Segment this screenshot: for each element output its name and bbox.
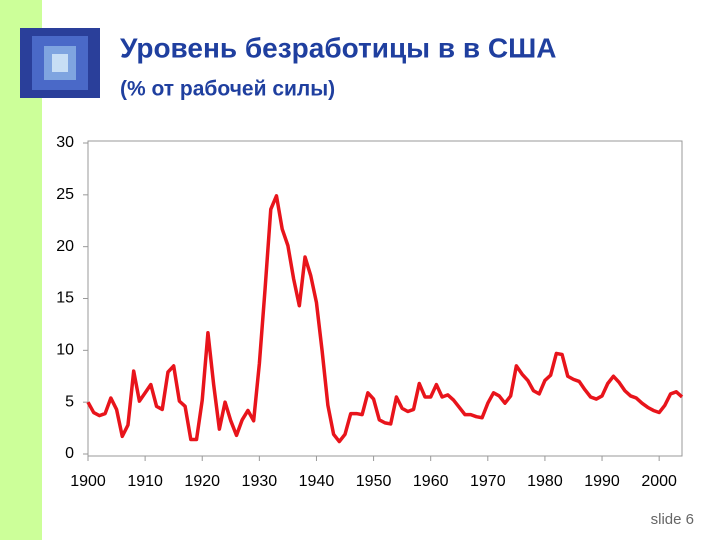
y-tick-label: 5 <box>65 393 74 410</box>
y-tick-label: 0 <box>65 445 74 462</box>
x-tick-label: 1910 <box>127 473 163 490</box>
x-tick-label: 1980 <box>527 473 563 490</box>
x-tick-label: 1970 <box>470 473 506 490</box>
y-tick-label: 30 <box>56 134 74 151</box>
y-tick-label: 15 <box>56 290 74 307</box>
chart-title: Уровень безработицы в в США <box>120 32 556 63</box>
x-tick-label: 1930 <box>242 473 278 490</box>
x-tick-label: 2000 <box>641 473 677 490</box>
icon <box>20 28 100 98</box>
x-tick-label: 1920 <box>184 473 220 490</box>
y-tick-label: 20 <box>56 238 74 255</box>
x-tick-label: 1940 <box>299 473 335 490</box>
data-line <box>86 194 684 444</box>
x-tick-label: 1960 <box>413 473 449 490</box>
x-tick-label: 1950 <box>356 473 392 490</box>
x-tick-label: 1990 <box>584 473 620 490</box>
y-tick-label: 25 <box>56 186 74 203</box>
slide-number: slide 6 <box>651 511 694 528</box>
y-tick-label: 10 <box>56 342 74 359</box>
chart-subtitle: (% от рабочей силы) <box>120 78 335 101</box>
x-tick-label: 1900 <box>70 473 106 490</box>
